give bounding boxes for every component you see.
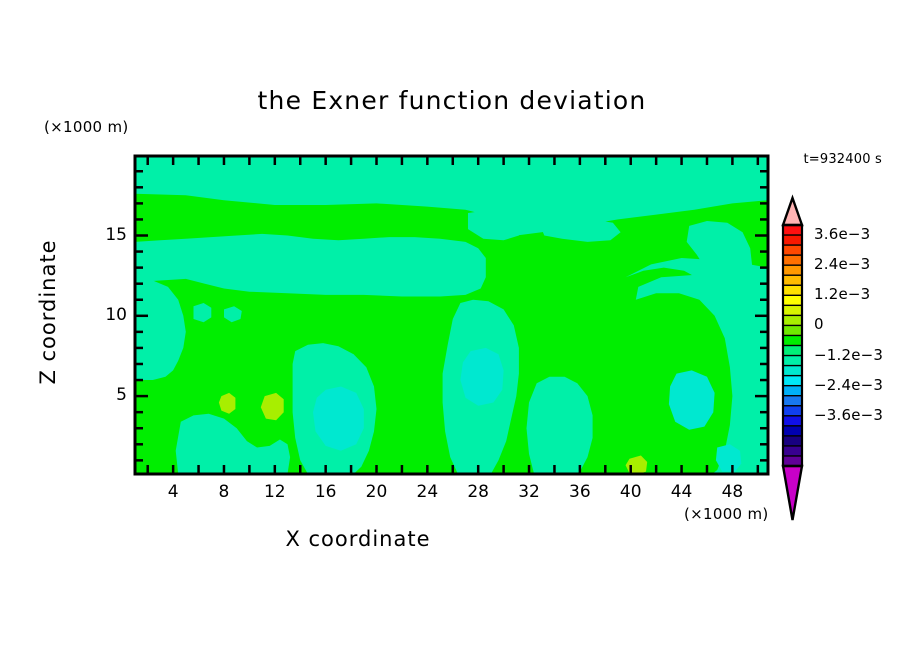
x-tick-label: 28 xyxy=(467,482,489,502)
x-tick-label: 40 xyxy=(619,482,642,502)
y-tick-label: 5 xyxy=(116,385,127,406)
page-title: the Exner function deviation xyxy=(257,86,647,115)
y-tick-label: 15 xyxy=(105,224,127,245)
timestamp-annotation: t=932400 s xyxy=(803,152,882,167)
x-tick-label: 48 xyxy=(721,482,744,502)
colorbar xyxy=(781,194,804,521)
x-tick-label: 12 xyxy=(263,482,286,502)
x-axis-title: X coordinate xyxy=(285,527,431,551)
x-axis-unit-label: (×1000 m) xyxy=(684,505,769,523)
x-tick-label: 20 xyxy=(365,482,388,502)
colorbar-tick-label: 3.6e−3 xyxy=(814,225,871,244)
colorbar-tick-label: 0 xyxy=(814,315,824,334)
x-tick-label: 4 xyxy=(167,482,179,502)
x-tick-label: 44 xyxy=(670,482,693,502)
plot-frame xyxy=(133,154,770,476)
colorbar-tick-label: −3.6e−3 xyxy=(814,405,884,424)
colorbar-tick-label: −1.2e−3 xyxy=(814,345,884,364)
x-tick-label: 32 xyxy=(518,482,540,502)
colorbar-tick-label: 2.4e−3 xyxy=(814,255,871,274)
x-tick-label: 36 xyxy=(569,482,591,502)
colorbar-tick-label: 1.2e−3 xyxy=(814,285,871,304)
x-tick-label: 16 xyxy=(314,482,337,502)
contour-field xyxy=(135,156,768,474)
x-tick-label: 24 xyxy=(416,482,439,502)
y-axis-unit-label: (×1000 m) xyxy=(44,118,129,136)
x-tick-label: 8 xyxy=(218,482,230,502)
colorbar-tick-label: −2.4e−3 xyxy=(814,375,884,394)
y-tick-label: 10 xyxy=(105,304,127,325)
